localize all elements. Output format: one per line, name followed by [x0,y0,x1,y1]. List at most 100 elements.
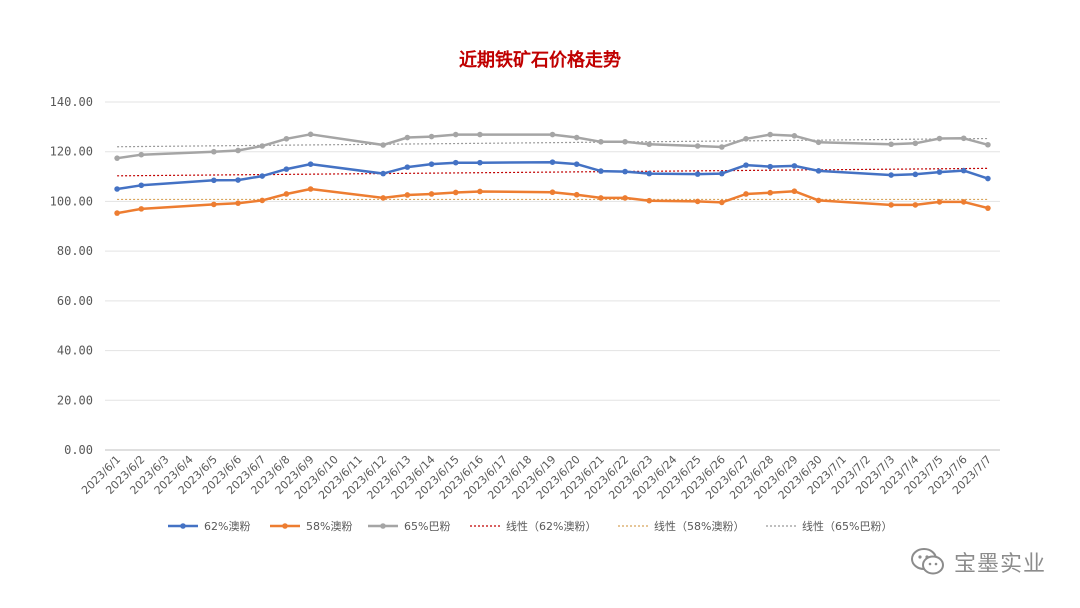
data-point [815,168,822,174]
legend-label: 65%巴粉 [404,520,450,533]
legend-marker [380,523,386,529]
data-point [888,172,894,178]
data-point [719,170,725,177]
data-point [598,195,604,201]
data-point [694,171,701,177]
data-point [646,170,653,177]
data-point [598,138,604,145]
data-point [888,202,894,208]
data-point [985,175,991,182]
data-point [477,131,483,138]
x-axis-ticks: 2023/6/12023/6/22023/6/32023/6/42023/6/5… [79,453,994,502]
data-point [211,201,217,208]
data-point [646,197,653,204]
y-tick-label: 20.00 [57,393,93,407]
data-point [598,168,604,174]
data-point [912,171,919,178]
data-point [767,131,774,138]
y-tick-label: 60.00 [57,294,93,308]
data-point [452,189,459,196]
data-point [573,161,580,167]
data-point [380,195,386,201]
data-point [211,148,217,155]
data-point [936,199,943,205]
series-line [116,187,989,215]
data-point [622,168,628,175]
y-tick-label: 140.00 [50,95,93,109]
data-point [307,161,314,167]
data-point [114,186,120,192]
data-point [138,151,145,158]
data-point [452,131,459,138]
y-tick-label: 120.00 [50,145,93,159]
data-point [549,189,556,196]
data-point [477,159,483,166]
series-lines [114,131,991,216]
data-point [452,159,459,166]
data-point [307,131,314,138]
data-point [719,199,725,206]
data-point [114,155,120,161]
data-point [743,135,749,142]
data-point [767,189,774,196]
legend-marker [180,523,186,529]
data-point [985,205,991,211]
data-point [815,197,822,204]
data-point [936,135,943,142]
data-point [283,191,290,197]
legend-label: 线性（58%澳粉） [654,519,744,533]
data-point [912,140,919,147]
data-point [743,162,749,168]
legend-marker [282,523,288,529]
data-point [960,135,967,142]
data-point [404,134,411,141]
data-point [428,133,435,140]
data-point [815,139,822,146]
data-point [912,202,919,208]
y-tick-label: 100.00 [50,194,93,208]
data-point [622,138,628,145]
data-point [694,198,701,205]
legend: 62%澳粉 58%澳粉 65%巴粉 线性（62%澳粉） 线性（58%澳粉） 线性（65%巴… [168,519,892,533]
data-point [211,177,217,184]
data-point [404,164,411,170]
wechat-icon [910,548,944,575]
series-line [116,160,989,191]
data-point [259,143,266,149]
data-point [380,170,386,177]
data-point [549,159,556,165]
data-point [646,141,653,148]
data-point [307,186,314,192]
data-point [791,163,798,169]
data-point [114,210,120,216]
watermark-text: 宝墨实业 [953,552,1046,577]
data-point [767,163,774,170]
data-point [694,143,701,149]
chart-title: 近期铁矿石价格走势 [459,49,621,71]
data-point [235,200,241,206]
data-point [259,173,266,179]
y-tick-label: 80.00 [57,244,93,258]
grid-lines [105,101,1000,451]
data-point [138,182,145,189]
data-point [960,167,967,174]
legend-label: 58%澳粉 [306,520,352,533]
data-point [573,134,580,141]
series-line [116,133,989,160]
data-point [936,169,943,175]
data-point [380,142,386,148]
data-point [791,133,798,139]
data-point [404,192,411,198]
legend-label: 线性（65%巴粉） [802,519,892,533]
data-point [428,161,435,167]
data-point [138,206,145,212]
data-point [985,141,991,148]
data-point [259,197,266,204]
data-point [549,131,556,138]
data-point [428,191,435,197]
data-point [960,199,967,205]
legend-label: 线性（62%澳粉） [506,519,596,533]
data-point [235,177,241,183]
data-point [235,147,241,154]
